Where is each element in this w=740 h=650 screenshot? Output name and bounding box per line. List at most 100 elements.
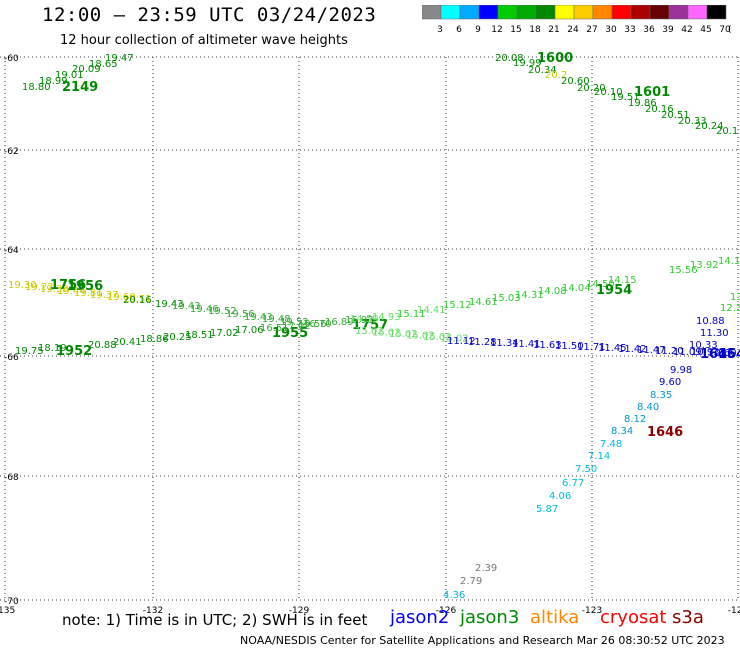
swh-value: 19.56 — [298, 319, 327, 330]
swh-value: 14.61 — [469, 297, 498, 308]
track-time-label: 1600 — [537, 51, 573, 66]
swh-value: 20.20 — [577, 83, 606, 94]
swh-value: 18.19 — [38, 343, 67, 354]
swh-value: 11.45 — [598, 343, 627, 354]
track-time-label: 1647 — [718, 347, 740, 362]
colorbar-tick: 24 — [567, 25, 579, 35]
swh-value: 15.11 — [397, 309, 426, 320]
swh-value: 15.03 — [492, 293, 521, 304]
swh-value: 8.34 — [611, 426, 633, 437]
colorbar-tick: 21 — [548, 25, 559, 35]
swh-value: 20.09 — [72, 64, 101, 75]
track-time-label: 2149 — [62, 80, 98, 95]
swh-value: 14.50 — [586, 279, 615, 290]
swh-value: 20.16 — [645, 104, 674, 115]
colorbar-tick: 12 — [491, 25, 502, 35]
swh-value: 11.47 — [637, 345, 666, 356]
satellite-jason3: jason3 — [460, 607, 520, 628]
swh-value: 5.87 — [536, 504, 558, 515]
swh-value: 7.14 — [588, 451, 610, 462]
latitude-label: -68 — [4, 473, 19, 483]
track-time-label: 1601 — [634, 85, 670, 100]
swh-value: 11.28 — [468, 337, 497, 348]
swh-value: 2.39 — [475, 563, 497, 574]
map-title: 12:00 – 23:59 UTC 03/24/2023 — [42, 4, 377, 26]
swh-value: 10.33 — [689, 340, 718, 351]
satellite-cryosat: cryosat — [600, 607, 667, 628]
swh-value: 15.02 — [440, 334, 469, 345]
track-time-label: 1646 — [647, 425, 683, 440]
swh-value: 13 — [730, 292, 740, 303]
colorbar-tick: 45 — [700, 25, 711, 35]
swh-value: 19.37 — [90, 290, 119, 301]
swh-value: 20.33 — [678, 116, 707, 127]
swh-value: 17.02 — [282, 321, 311, 332]
swh-value: 14.04 — [562, 283, 591, 294]
swh-value: 14.08 — [538, 286, 567, 297]
footer-credit: NOAA/NESDIS Center for Satellite Applica… — [240, 634, 725, 647]
swh-value: 19.46 — [190, 304, 219, 315]
swh-value: 19.60 — [107, 292, 136, 303]
swh-value: 20.41 — [113, 337, 142, 348]
swh-value: 11.50 — [555, 341, 584, 352]
swh-value: 17.06 — [235, 325, 264, 336]
longitude-label: -126 — [436, 606, 457, 616]
colorbar-tick: 36 — [643, 25, 655, 35]
swh-value: 11.34 — [490, 338, 519, 349]
swh-value: 11.71 — [577, 342, 606, 353]
latitude-label: -70 — [4, 597, 19, 607]
swh-value: 19.01 — [55, 70, 84, 81]
swh-value: 20.08 — [495, 53, 524, 64]
swh-value: 19.47 — [105, 53, 134, 64]
swh-value: 15.02 — [372, 328, 401, 339]
footer-note: note: 1) Time is in UTC; 2) SWH is in fe… — [62, 611, 368, 629]
longitude-label: -123 — [582, 606, 602, 616]
swh-value: 15.02 — [406, 331, 435, 342]
swh-value: 11.30 — [700, 328, 729, 339]
track-time-label: 1955 — [272, 326, 308, 341]
longitude-label: -129 — [289, 606, 310, 616]
swh-value: 14.31 — [515, 290, 544, 301]
swh-value: 15.02 — [389, 329, 418, 340]
map-subtitle: 12 hour collection of altimeter wave hei… — [60, 33, 348, 48]
swh-value: 20.16 — [123, 295, 152, 306]
swh-value: 14.41 — [417, 305, 446, 316]
swh-value: 7.50 — [575, 464, 597, 475]
swh-value: 18.80 — [22, 82, 51, 93]
longitude-label: -132 — [143, 606, 163, 616]
colorbar-tick: 70 — [719, 25, 731, 35]
swh-value: 7.48 — [600, 439, 622, 450]
swh-value: 15.93 — [345, 315, 374, 326]
colorbar-tick: 9 — [475, 25, 481, 35]
swh-value: 19.43 — [244, 312, 273, 323]
track-time-label: 1757 — [352, 318, 388, 333]
colorbar-tick: 42 — [681, 25, 692, 35]
swh-value: 20.10 — [594, 87, 623, 98]
swh-value: 4.36 — [443, 590, 465, 601]
longitude-label: -135 — [0, 606, 15, 616]
latitude-label: -62 — [4, 147, 19, 157]
track-time-label: 1952 — [56, 344, 92, 359]
latitude-label: -60 — [4, 54, 19, 64]
swh-value: 10.88 — [696, 316, 725, 327]
swh-value: 8.12 — [624, 414, 646, 425]
swh-value: 15.56 — [669, 265, 698, 276]
swh-value: 20.34 — [528, 65, 557, 76]
swh-value: 6.77 — [562, 478, 584, 489]
swh-value: 15.12 — [443, 300, 472, 311]
track-time-label: 1645 — [700, 347, 736, 362]
swh-value: 15.02 — [423, 332, 452, 343]
colorbar-tick: 30 — [605, 25, 617, 35]
colorbar-tick: 27 — [586, 25, 597, 35]
satellite-tracks: 18.8018.9919.0120.0918.6519.47214920.081… — [8, 51, 740, 601]
track-time-label: 1956 — [67, 279, 103, 294]
swh-value: 18.51 — [185, 330, 214, 341]
swh-value: 16.51 — [260, 323, 289, 334]
swh-value: 19.43 — [172, 301, 201, 312]
swh-value: 19.51 — [123, 294, 152, 305]
swh-value: 2.79 — [460, 576, 482, 587]
swh-value: 19.22 — [25, 282, 54, 293]
swh-value: 18.86 — [140, 334, 169, 345]
swh-value: 16.89 — [325, 317, 354, 328]
swh-value: 12.3 — [720, 303, 740, 314]
